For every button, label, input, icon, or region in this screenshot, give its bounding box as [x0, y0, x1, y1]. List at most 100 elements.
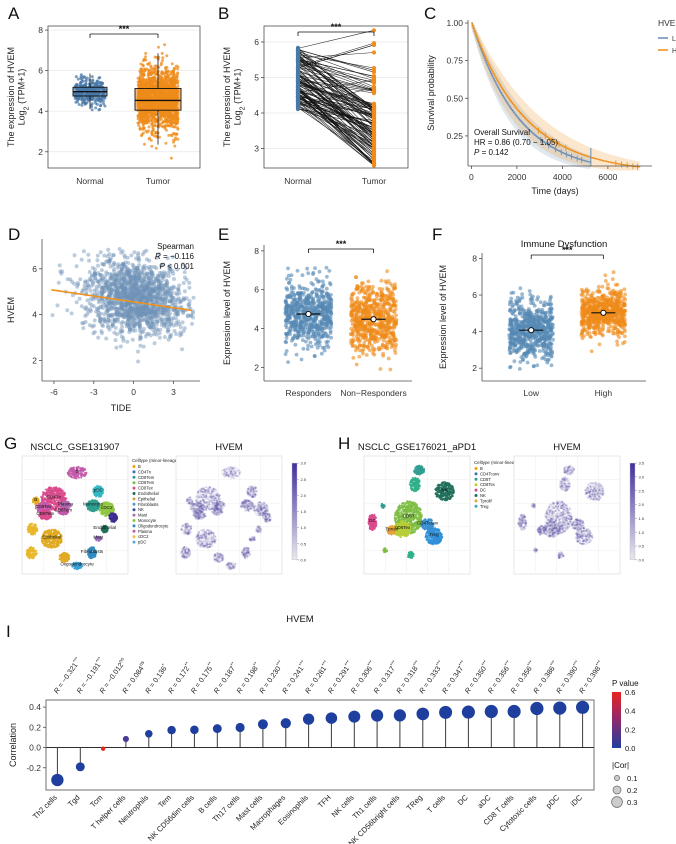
- svg-text:HVEM: HVEM: [6, 297, 16, 323]
- lollipop-point: [507, 704, 521, 719]
- svg-text:R = −0.116: R = −0.116: [155, 252, 195, 261]
- svg-text:Overall Survival: Overall Survival: [474, 128, 530, 137]
- svg-text:Tumor: Tumor: [146, 176, 170, 186]
- svg-text:High: High: [672, 48, 676, 55]
- svg-text:4: 4: [32, 310, 37, 320]
- lollipop-point: [576, 700, 590, 714]
- svg-text:1.00: 1.00: [446, 18, 463, 28]
- svg-text:4: 4: [254, 108, 259, 118]
- lollipop-point: [280, 718, 291, 729]
- svg-text:Normal: Normal: [76, 176, 104, 186]
- panel-g: G NSCLC_GSE131907 B CD4Tn CD8Tex CD8Tem Plasm…: [0, 430, 338, 605]
- category-label: Tcm: [88, 793, 104, 809]
- category-label: Th2 cells: [31, 793, 59, 821]
- svg-text:6: 6: [32, 264, 37, 274]
- category-label: Tem: [156, 793, 173, 810]
- svg-text:4: 4: [38, 106, 43, 116]
- svg-text:0.50: 0.50: [446, 93, 463, 103]
- panel-c-plot: 0.25 0.50 0.75 1.00 0 2000 4000 6000 Overall Sur…: [426, 18, 676, 196]
- panel-h: H NSCLC_GSE176021_aPD1 NK CD8T CD8Tex Tproli…: [338, 430, 676, 605]
- panel-c-letter: C: [424, 4, 437, 23]
- svg-text:6000: 6000: [598, 172, 617, 182]
- svg-text:-3: -3: [90, 387, 98, 397]
- panel-b: B 3 4 5 6 *** Normal Tumor The expression of HV…: [212, 0, 420, 215]
- panel-a: A 2 4 6 8 *** Normal Tumor The expression of HV…: [0, 0, 212, 215]
- lollipop-point: [325, 712, 338, 724]
- panel-a-letter: A: [8, 4, 20, 23]
- lollipop-point: [439, 705, 453, 719]
- svg-text:8: 8: [254, 246, 259, 256]
- lollipop-point: [484, 704, 498, 719]
- lollipop-point: [348, 710, 361, 723]
- svg-text:TIDE: TIDE: [111, 403, 132, 413]
- svg-text:Tumor: Tumor: [362, 176, 386, 186]
- svg-text:P = 0.142: P = 0.142: [474, 148, 509, 157]
- svg-text:***: ***: [119, 24, 130, 34]
- svg-text:HR = 0.86 (0.70 − 1.05): HR = 0.86 (0.70 − 1.05): [474, 138, 558, 147]
- category-label: TFH: [316, 793, 333, 810]
- svg-text:6: 6: [254, 285, 259, 295]
- svg-text:***: ***: [331, 22, 342, 32]
- svg-text:3: 3: [171, 387, 176, 397]
- svg-text:0: 0: [131, 387, 136, 397]
- svg-text:4000: 4000: [553, 172, 572, 182]
- svg-text:0.25: 0.25: [446, 131, 463, 141]
- lollipop-point: [212, 724, 222, 734]
- lollipop-point: [190, 725, 199, 735]
- panel-e-letter: E: [218, 225, 230, 244]
- panel-i-letter: I: [6, 622, 11, 641]
- panel-f: F 2 4 6 8 *** Low High Expression level of HVEM…: [420, 215, 676, 430]
- svg-text:2: 2: [32, 355, 37, 365]
- svg-text:4: 4: [254, 324, 259, 334]
- svg-text:P < 0.001: P < 0.001: [160, 262, 195, 271]
- lollipop-point: [393, 709, 407, 722]
- panel-f-letter: F: [432, 225, 443, 244]
- svg-text:6: 6: [38, 66, 43, 76]
- panel-d: D 2 4 6 -6 -3 0 3 Spearman R = −0.116 P < 0.001 TI…: [0, 215, 212, 430]
- category-label: Tgd: [66, 793, 82, 809]
- lollipop-point: [370, 709, 384, 722]
- svg-text:2000: 2000: [507, 172, 526, 182]
- panel-d-letter: D: [8, 225, 21, 244]
- lollipop-point: [302, 713, 315, 725]
- lollipop-point: [235, 722, 245, 733]
- lollipop-point: [416, 707, 430, 721]
- panel-b-plot: 3 4 5 6 *** Normal Tumor The expression of HVEM…: [222, 22, 409, 186]
- panel-e: E 2 4 6 8 *** Responders Non−Responders Express…: [212, 215, 420, 430]
- lollipop-point: [75, 762, 85, 772]
- category-label: iDC: [569, 793, 585, 809]
- category-label: pDC: [544, 793, 561, 810]
- lollipop-point: [553, 701, 567, 715]
- category-label: aDC: [476, 793, 493, 810]
- panel-c: C 0.25 0.50 0.75 1.00 0 2000 4000 6000 Overall S…: [420, 0, 676, 215]
- svg-text:2: 2: [254, 362, 259, 372]
- svg-text:Spearman: Spearman: [157, 242, 194, 251]
- svg-text:The expression of HVEMLog2 (TP: The expression of HVEMLog2 (TPM+1): [222, 47, 246, 147]
- svg-text:Survival probability: Survival probability: [426, 55, 436, 131]
- lollipop-point: [167, 725, 176, 735]
- svg-text:Time (days): Time (days): [531, 186, 578, 196]
- lollipop-point: [257, 719, 268, 730]
- svg-text:Low: Low: [672, 36, 676, 43]
- svg-text:0: 0: [469, 172, 474, 182]
- panel-a-plot: 2 4 6 8 *** Normal Tumor The expression of HVEM…: [6, 24, 201, 186]
- svg-text:-6: -6: [50, 387, 58, 397]
- svg-text:0.75: 0.75: [446, 56, 463, 66]
- svg-text:6: 6: [254, 37, 259, 47]
- svg-text:2: 2: [38, 147, 43, 157]
- lollipop-point: [145, 730, 153, 738]
- svg-text:8: 8: [38, 25, 43, 35]
- category-label: TReg: [405, 793, 425, 813]
- svg-text:Normal: Normal: [284, 176, 312, 186]
- panel-i-lollipop-chart: HVEM-0.20.00.20.4R = −0.321***R = −0.191…: [8, 614, 639, 844]
- panel-h-plot: NSCLC_GSE176021_aPD1NKCD8TCD8TexTprolifC…: [358, 442, 645, 575]
- correlation-label: R = 0.398***: [577, 659, 606, 695]
- category-label: T cells: [425, 793, 447, 815]
- lollipop-point: [51, 773, 64, 787]
- category-label: DC: [456, 793, 470, 807]
- svg-text:HVEM: HVEM: [658, 18, 676, 28]
- lollipop-point: [461, 705, 475, 719]
- lollipop-point: [122, 735, 129, 743]
- panel-i: I HVEM -0.2 0.0 0.2 0.4 R = −0.321*** R = −0.1…: [0, 600, 676, 844]
